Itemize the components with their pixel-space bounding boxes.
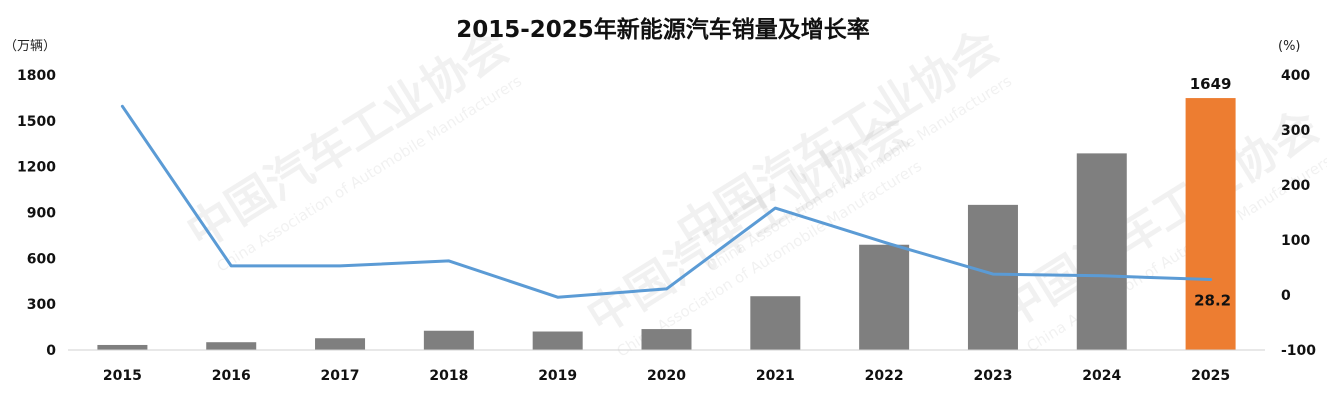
bar [1185, 98, 1236, 350]
x-tick-label: 2020 [647, 368, 686, 384]
left-axis-unit: （万辆） [4, 39, 56, 54]
right-tick-label: -100 [1281, 343, 1316, 359]
bar-series [97, 98, 1236, 350]
left-tick-label: 300 [27, 297, 56, 313]
x-axis-ticks: 2015 2016 2017 2018 2019 2020 2021 2022 2023 2024… [103, 368, 1230, 384]
bar [423, 330, 474, 350]
bar [532, 331, 583, 350]
growth-rate-line [120, 104, 1213, 299]
right-tick-label: 400 [1281, 68, 1310, 84]
bar [1076, 153, 1127, 350]
right-tick-label: 200 [1281, 178, 1310, 194]
bar [750, 296, 801, 350]
x-tick-label: 2022 [865, 368, 904, 384]
right-axis-unit: (%) [1278, 39, 1301, 54]
left-axis-ticks: 0 300 600 900 1200 1500 1800 [17, 68, 56, 359]
bar [206, 342, 257, 350]
x-tick-label: 2025 [1191, 368, 1230, 384]
line-series [120, 104, 1213, 299]
watermark-cn: 中国汽车工业协会 [177, 19, 518, 260]
x-tick-label: 2021 [756, 368, 795, 384]
right-axis-ticks: -100 0 100 200 300 400 [1281, 68, 1316, 359]
chart-title: 2015-2025年新能源汽车销量及增长率 [456, 16, 870, 43]
left-tick-label: 1800 [17, 68, 56, 84]
left-tick-label: 1500 [17, 114, 56, 130]
right-tick-label: 100 [1281, 233, 1310, 249]
right-tick-label: 0 [1281, 288, 1291, 304]
left-tick-label: 1200 [17, 160, 56, 176]
data-label: 28.2 [1194, 291, 1231, 309]
bar [97, 344, 148, 350]
right-tick-label: 300 [1281, 123, 1310, 139]
x-tick-label: 2018 [429, 368, 468, 384]
left-tick-label: 900 [27, 206, 56, 222]
bar [859, 244, 910, 350]
bar [641, 329, 692, 350]
x-tick-label: 2016 [212, 368, 251, 384]
x-tick-label: 2024 [1082, 368, 1121, 384]
left-tick-label: 600 [27, 251, 56, 267]
watermark-cn: 中国汽车工业协会 [987, 99, 1327, 340]
bar [315, 338, 366, 350]
x-tick-label: 2023 [973, 368, 1012, 384]
x-tick-label: 2015 [103, 368, 142, 384]
x-tick-label: 2019 [538, 368, 577, 384]
x-tick-label: 2017 [321, 368, 360, 384]
data-labels: 1649 28.2 [1190, 75, 1232, 309]
bar [967, 204, 1018, 350]
left-tick-label: 0 [46, 343, 56, 359]
data-label: 1649 [1190, 75, 1232, 93]
